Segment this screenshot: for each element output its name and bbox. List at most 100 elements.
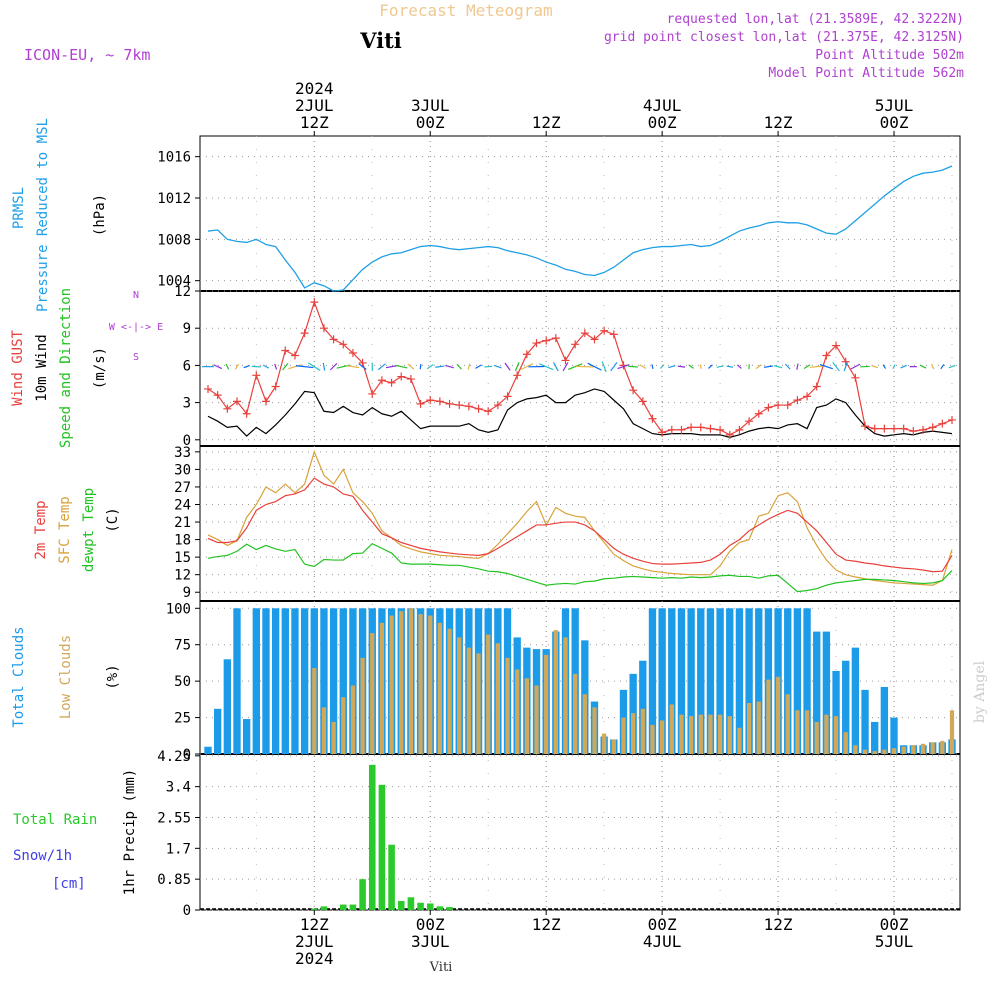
wind-arrow xyxy=(668,365,676,369)
gust-point xyxy=(677,425,686,434)
wind-arrow xyxy=(467,363,471,370)
low-cloud-bar xyxy=(901,746,906,754)
gust-point xyxy=(928,423,937,432)
gust-point xyxy=(571,340,580,349)
temp-y-tick-label: 27 xyxy=(174,480,191,496)
low-cloud-bar xyxy=(573,673,578,754)
low-cloud-bar xyxy=(408,608,414,754)
low-cloud-bar xyxy=(717,714,723,754)
bottom-x-tick-label: 00Z xyxy=(880,915,909,934)
wind-arrow xyxy=(494,364,502,369)
gust-point xyxy=(377,376,386,385)
low-cloud-bar xyxy=(804,710,810,754)
wind-arrow xyxy=(419,363,422,370)
gust-point xyxy=(725,430,734,439)
gust-point xyxy=(745,417,754,426)
gust-point xyxy=(455,401,464,410)
bottom-x-tick-label: 5JUL xyxy=(875,932,914,951)
gust-point xyxy=(368,389,377,398)
gust-point xyxy=(629,386,638,395)
top-x-tick-label: 4JUL xyxy=(643,96,682,115)
pressure-y-tick-label: 1016 xyxy=(157,150,191,166)
pressure-y-tick-label: 1012 xyxy=(157,191,191,207)
temp-y-tick-label: 15 xyxy=(174,550,191,566)
wind-arrow xyxy=(773,365,783,369)
wind-arrow xyxy=(736,364,742,369)
gust-point xyxy=(561,356,570,365)
low-cloud-bar xyxy=(563,637,568,754)
gust-point xyxy=(590,335,599,344)
wind-arrow xyxy=(407,363,415,370)
wind-arrow xyxy=(882,364,887,369)
low-cloud-bar xyxy=(746,703,752,754)
total-cloud-bar xyxy=(639,660,647,754)
low-cloud-bar xyxy=(727,716,732,754)
gust-point xyxy=(890,424,899,433)
wind-arrow xyxy=(677,365,686,368)
gust-point xyxy=(290,351,299,360)
low-cloud-bar xyxy=(766,679,771,754)
low-cloud-bar xyxy=(457,637,462,754)
low-cloud-bar xyxy=(698,714,703,754)
gust-point xyxy=(416,399,425,408)
total-cloud-bar xyxy=(784,608,792,754)
wind-arrow xyxy=(819,364,833,370)
low-cloud-bar xyxy=(544,654,549,754)
wind-panel xyxy=(199,290,961,447)
y-tick-labels: 1004100810121016036912912151821242730330… xyxy=(157,150,191,919)
wind-arrow xyxy=(919,364,927,369)
wind-arrow xyxy=(892,364,896,369)
low-cloud-bar xyxy=(920,743,926,754)
wind-arrow xyxy=(262,364,270,369)
total-cloud-bar xyxy=(745,608,753,754)
total-cloud-bar xyxy=(871,721,879,754)
wind10m-line xyxy=(207,388,953,438)
compass-west-east: W <-|-> E xyxy=(109,322,163,333)
wind-arrow xyxy=(456,363,462,370)
low-cloud-bar xyxy=(833,716,839,754)
low-cloud-bar xyxy=(582,694,587,754)
rain-bar xyxy=(407,897,415,910)
top-x-tick-label: 12Z xyxy=(300,113,329,132)
total-cloud-bar xyxy=(648,608,657,754)
location-name: Viti xyxy=(359,28,402,53)
low-cloud-bar xyxy=(437,622,443,754)
pressure-label-2: Pressure Reduced to MSL xyxy=(35,118,51,312)
gridpoint-coords: grid point closest lon,lat (21.375E, 42.… xyxy=(604,30,964,45)
total-cloud-bar xyxy=(252,608,260,754)
model-altitude: Model Point Altitude 562m xyxy=(768,66,964,81)
temp-y-tick-label: 30 xyxy=(174,462,191,478)
gust-point xyxy=(532,339,541,348)
low-cloud-bar xyxy=(930,742,935,754)
top-x-tick-label: 2JUL xyxy=(295,96,334,115)
temp-y-tick-label: 9 xyxy=(183,585,191,601)
wind-arrow xyxy=(708,364,713,369)
low-cloud-bar xyxy=(824,714,829,754)
low-cloud-bar xyxy=(350,685,356,754)
gust-point xyxy=(300,329,309,338)
gust-point xyxy=(861,422,870,431)
rain-bar xyxy=(417,902,424,910)
wind-y-tick-label: 9 xyxy=(183,321,191,337)
gust-point xyxy=(513,371,522,380)
total-cloud-bar xyxy=(755,608,763,754)
rain-bar xyxy=(388,844,395,910)
precip-label-cm: [cm] xyxy=(52,876,86,892)
total-cloud-bar xyxy=(300,608,309,754)
low-cloud-bar xyxy=(795,710,800,754)
total-cloud-bar xyxy=(735,608,744,754)
compass-south: S xyxy=(133,352,139,363)
gust-point xyxy=(648,414,657,423)
wind-y-tick-label: 6 xyxy=(183,358,191,374)
precip-y-tick-label: 4.25 xyxy=(157,749,191,765)
total-cloud-bar xyxy=(339,608,347,754)
rain-bar xyxy=(436,906,444,910)
rain-bar xyxy=(349,904,357,910)
wind-arrow xyxy=(610,362,618,372)
gust-point xyxy=(706,424,715,433)
low-cloud-bar xyxy=(466,647,472,754)
wind-arrow xyxy=(576,365,594,368)
total-cloud-bar xyxy=(262,608,270,754)
clouds-label-1: Total Clouds xyxy=(11,626,27,727)
gust-line xyxy=(207,300,953,436)
